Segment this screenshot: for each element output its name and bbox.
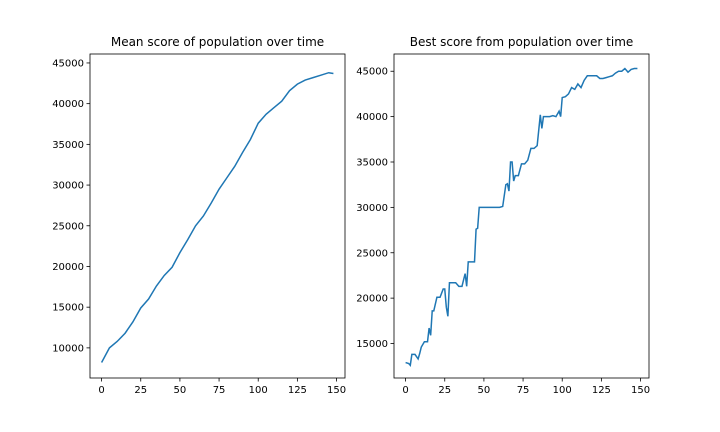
- x-tick-label: 150: [631, 385, 650, 396]
- chart-best-score: Best score from population over time 0 25…: [356, 35, 650, 396]
- y-tick-label: 30000: [356, 203, 388, 214]
- axes-frame-best: [393, 53, 650, 379]
- y-tick-label: 45000: [52, 58, 84, 69]
- y-tick-label: 45000: [356, 67, 388, 78]
- y-tick-label: 15000: [356, 339, 388, 350]
- x-tick-label: 25: [134, 385, 147, 396]
- y-tick-label: 10000: [52, 343, 84, 354]
- series-line-best: [405, 67, 638, 368]
- y-tick-label: 25000: [356, 248, 388, 259]
- y-tick-label: 35000: [52, 140, 84, 151]
- chart-mean-score: Mean score of population over time 0 25 50…: [52, 35, 346, 396]
- x-tick-label: 100: [249, 385, 268, 396]
- y-tick-label: 35000: [356, 158, 388, 169]
- y-tick-label: 40000: [356, 112, 388, 123]
- y-tick-label: 20000: [356, 294, 388, 305]
- axis-ticks-best: 0 25 50 75 100 125 150 15000 20000 25000 30000 3500…: [356, 67, 650, 396]
- y-tick-label: 25000: [52, 221, 84, 232]
- y-tick-label: 20000: [52, 262, 84, 273]
- chart-title-mean: Mean score of population over time: [111, 35, 324, 49]
- x-tick-label: 0: [402, 385, 408, 396]
- x-tick-label: 25: [438, 385, 451, 396]
- x-tick-label: 0: [98, 385, 104, 396]
- axes-frame-mean: [89, 53, 346, 379]
- x-tick-label: 150: [327, 385, 346, 396]
- axis-ticks-mean: 0 25 50 75 100 125 150 10000 15000 20000 25000 3000…: [52, 58, 346, 396]
- y-tick-label: 40000: [52, 99, 84, 110]
- y-tick-label: 30000: [52, 181, 84, 192]
- x-tick-label: 125: [592, 385, 611, 396]
- chart-title-best: Best score from population over time: [410, 35, 634, 49]
- x-tick-label: 100: [553, 385, 572, 396]
- x-tick-label: 75: [213, 385, 226, 396]
- x-tick-label: 125: [288, 385, 307, 396]
- y-tick-label: 15000: [52, 303, 84, 314]
- x-tick-label: 50: [478, 385, 491, 396]
- x-tick-label: 75: [517, 385, 530, 396]
- x-tick-label: 50: [174, 385, 187, 396]
- series-line-mean: [100, 71, 334, 363]
